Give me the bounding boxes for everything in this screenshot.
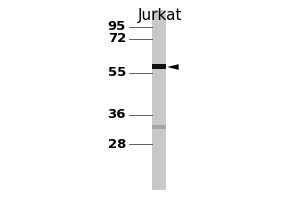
Bar bbox=[152, 64, 166, 69]
Bar bbox=[165, 10, 166, 190]
Bar bbox=[152, 10, 166, 190]
Text: 55: 55 bbox=[108, 66, 126, 79]
Text: 36: 36 bbox=[107, 108, 126, 121]
Bar bbox=[158, 10, 160, 190]
Bar bbox=[163, 10, 165, 190]
Bar bbox=[161, 10, 163, 190]
Bar bbox=[155, 10, 157, 190]
Text: 72: 72 bbox=[108, 32, 126, 46]
Bar bbox=[153, 10, 155, 190]
Bar bbox=[157, 10, 158, 190]
Text: Jurkat: Jurkat bbox=[138, 8, 183, 23]
Bar bbox=[152, 125, 166, 129]
Text: 95: 95 bbox=[108, 21, 126, 33]
Bar bbox=[160, 10, 161, 190]
Text: 28: 28 bbox=[108, 138, 126, 150]
Polygon shape bbox=[167, 64, 179, 70]
